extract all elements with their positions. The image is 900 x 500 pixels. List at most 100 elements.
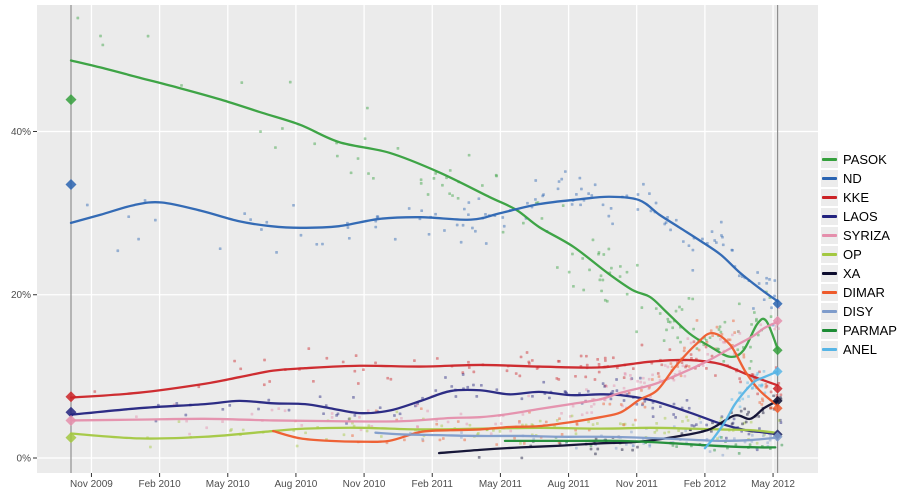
- poll-point: [759, 323, 763, 327]
- poll-point: [765, 384, 769, 388]
- poll-point: [481, 184, 484, 187]
- poll-point: [249, 218, 252, 221]
- poll-point: [250, 412, 254, 416]
- poll-point: [260, 228, 263, 231]
- poll-point: [395, 410, 399, 414]
- poll-point: [514, 372, 518, 375]
- poll-point: [407, 207, 411, 210]
- poll-point: [738, 332, 742, 335]
- poll-point: [731, 333, 734, 337]
- poll-point: [489, 432, 493, 436]
- poll-point: [674, 309, 678, 313]
- poll-point: [221, 407, 225, 411]
- oct-2009-election-result-kke: [65, 391, 77, 403]
- poll-point: [680, 432, 684, 435]
- poll-point: [607, 214, 611, 218]
- poll-point: [721, 453, 725, 457]
- poll-point: [518, 374, 522, 378]
- poll-point: [571, 252, 574, 256]
- poll-point: [622, 399, 626, 402]
- poll-point: [495, 174, 498, 178]
- poll-point: [85, 203, 89, 207]
- poll-point: [762, 298, 766, 302]
- poll-point: [757, 282, 761, 285]
- poll-point: [772, 394, 775, 398]
- poll-point: [585, 388, 588, 391]
- poll-point: [602, 253, 606, 256]
- poll-point: [710, 230, 714, 233]
- poll-point: [709, 429, 713, 433]
- poll-point: [353, 414, 357, 417]
- poll-point: [596, 358, 600, 361]
- poll-point: [756, 271, 759, 274]
- poll-point: [699, 421, 703, 424]
- poll-point: [555, 377, 559, 380]
- poll-point: [730, 398, 734, 401]
- poll-point: [565, 441, 568, 445]
- oct-2009-election-result-op: [65, 432, 77, 444]
- poll-point: [594, 437, 598, 441]
- poll-point: [101, 43, 105, 47]
- poll-point: [498, 430, 502, 433]
- poll-point: [721, 235, 724, 239]
- poll-point: [495, 443, 499, 446]
- poll-point: [596, 447, 600, 451]
- poll-point: [446, 420, 450, 424]
- poll-point: [456, 196, 460, 200]
- poll-point: [146, 34, 150, 38]
- poll-point: [764, 385, 768, 389]
- poll-point: [676, 336, 680, 340]
- poll-point: [556, 187, 560, 191]
- poll-point: [779, 393, 783, 397]
- poll-point: [461, 223, 465, 227]
- poll-point: [259, 130, 262, 133]
- poll-point: [755, 448, 759, 452]
- poll-point: [579, 354, 583, 358]
- legend-line-swatch: [822, 196, 837, 199]
- poll-point: [607, 247, 611, 251]
- poll-point: [747, 410, 750, 414]
- poll-point: [706, 352, 710, 356]
- poll-point: [615, 389, 619, 392]
- poll-point: [609, 397, 613, 401]
- poll-point: [755, 373, 759, 377]
- poll-point: [463, 438, 467, 442]
- poll-point: [427, 232, 431, 236]
- poll-point: [708, 336, 712, 340]
- oct-2009-election-result-syriza: [65, 414, 77, 426]
- poll-point: [605, 299, 609, 303]
- series-line-laos: [69, 388, 779, 436]
- poll-point: [541, 194, 545, 198]
- poll-point: [561, 204, 565, 207]
- poll-point: [672, 402, 676, 406]
- poll-point: [597, 251, 601, 254]
- poll-point: [99, 34, 102, 38]
- poll-point: [413, 359, 416, 363]
- legend-key-nd-icon: [821, 170, 838, 187]
- poll-point: [704, 345, 708, 349]
- poll-point: [400, 416, 403, 420]
- poll-point: [687, 244, 691, 248]
- poll-point: [601, 382, 605, 386]
- poll-point: [640, 343, 644, 347]
- poll-point: [622, 386, 626, 390]
- poll-point: [691, 297, 695, 301]
- poll-point: [288, 80, 292, 84]
- x-tick-label: May 2011: [479, 479, 523, 490]
- poll-point: [723, 341, 727, 344]
- legend-item-nd: ND: [821, 169, 897, 188]
- poll-point: [434, 172, 438, 175]
- poll-point: [472, 383, 475, 387]
- poll-point: [631, 423, 635, 427]
- poll-point: [636, 208, 640, 211]
- poll-point: [641, 402, 645, 405]
- poll-point: [663, 416, 667, 420]
- poll-point: [631, 367, 635, 370]
- poll-point: [263, 358, 266, 362]
- poll-point: [764, 382, 768, 386]
- poll-point: [548, 396, 551, 400]
- poll-point: [705, 340, 709, 344]
- poll-point: [116, 249, 120, 253]
- poll-point: [657, 375, 661, 378]
- poll-point: [570, 414, 574, 418]
